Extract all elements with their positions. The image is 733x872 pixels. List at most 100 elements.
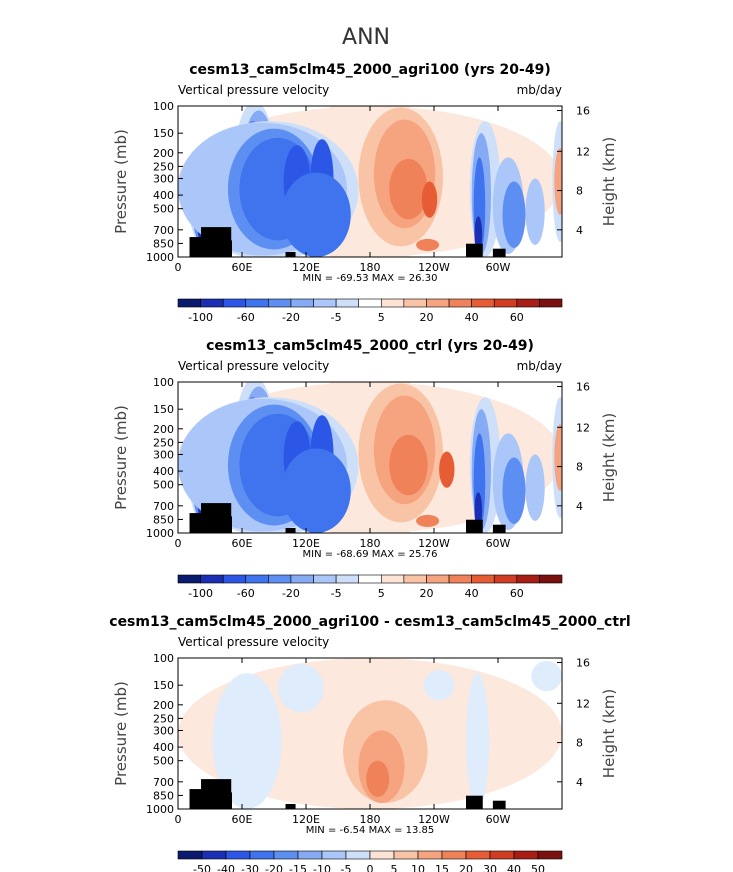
- colorbar: -100 -60 -20 -5 5 20 40 60: [177, 298, 563, 324]
- colorbar-label: 20: [419, 587, 433, 600]
- contour-region: [281, 448, 351, 533]
- y2-tick-label: 8: [576, 185, 583, 198]
- contour-region: [502, 181, 526, 248]
- colorbar-swatch: [335, 298, 360, 308]
- colorbar-swatch: [539, 574, 563, 584]
- y2-tick-label: 12: [576, 697, 590, 710]
- colorbar-swatch: [426, 298, 450, 308]
- y-tick-label: 100: [153, 652, 174, 665]
- colorbar-swatch: [516, 574, 540, 584]
- x-tick-label: 120W: [418, 813, 450, 826]
- contour-region: [502, 457, 526, 524]
- contour-region: [525, 178, 545, 245]
- variable-label: Vertical pressure velocity: [178, 359, 329, 373]
- colorbar-swatch: [471, 298, 495, 308]
- terrain-mask: [492, 524, 506, 533]
- contour-region: [277, 664, 324, 713]
- colorbar-label: 15: [435, 863, 449, 872]
- y2-axis-title: Height (km): [600, 137, 618, 226]
- colorbar-label: -60: [237, 587, 255, 600]
- x-tick-label: 60E: [232, 813, 253, 826]
- y-tick-label: 1000: [146, 527, 174, 540]
- colorbar-swatch: [177, 574, 201, 584]
- contour-region: [474, 216, 483, 253]
- colorbar-label: 40: [465, 311, 479, 324]
- colorbar-label: 40: [465, 587, 479, 600]
- terrain-mask: [212, 792, 232, 809]
- x-tick-label: 0: [175, 537, 182, 550]
- colorbar-swatch: [393, 850, 419, 860]
- colorbar-label: -10: [313, 863, 331, 872]
- y-tick-label: 500: [153, 203, 174, 216]
- figure-suptitle: ANN: [342, 25, 390, 50]
- colorbar-label: -5: [331, 311, 342, 324]
- y-tick-label: 100: [153, 100, 174, 113]
- colorbar: -100 -60 -20 -5 5 20 40 60: [177, 574, 563, 600]
- colorbar-label: -20: [282, 587, 300, 600]
- min-max-label: MIN = -6.54 MAX = 13.85: [306, 825, 435, 836]
- colorbar-label: -20: [282, 311, 300, 324]
- y2-tick-label: 12: [576, 421, 590, 434]
- terrain-mask: [466, 243, 483, 257]
- contour-region: [466, 673, 490, 809]
- x-axis: 0 60E 120E 180 120W 60W: [175, 382, 511, 550]
- colorbar-swatch: [345, 850, 371, 860]
- colorbar-swatch: [426, 574, 450, 584]
- y2-tick-label: 16: [576, 381, 590, 394]
- y-axis-right: 16 12 8 4 Height (km): [557, 657, 618, 789]
- colorbar-label: 20: [459, 863, 473, 872]
- colorbar-swatch: [225, 850, 251, 860]
- y-tick-label: 300: [153, 724, 174, 737]
- units-label: mb/day: [517, 359, 562, 373]
- colorbar-swatch: [417, 850, 443, 860]
- contour-region: [421, 181, 438, 218]
- x-tick-label: 120E: [292, 813, 320, 826]
- x-axis: 0 60E 120E 180 120W 60W: [175, 658, 511, 826]
- y-tick-label: 400: [153, 189, 174, 202]
- x-tick-label: 120E: [292, 261, 320, 274]
- colorbar: -50 -40 -30 -20 -15 -10 -5 0 5 10 15 20 30 40 50: [177, 850, 563, 872]
- contour-region: [474, 492, 483, 529]
- x-tick-label: 60W: [486, 813, 511, 826]
- contour-region: [525, 454, 545, 521]
- y-axis-title: Pressure (mb): [112, 681, 130, 786]
- y-tick-label: 1000: [146, 251, 174, 264]
- contour-region: [366, 760, 390, 797]
- colorbar-swatch: [313, 574, 337, 584]
- y-tick-label: 150: [153, 127, 174, 140]
- contour-region: [439, 451, 455, 488]
- y-tick-label: 250: [153, 160, 174, 173]
- contour-region: [531, 661, 562, 692]
- colorbar-swatch: [471, 574, 495, 584]
- colorbar-swatch: [321, 850, 347, 860]
- colorbar-label: 20: [419, 311, 433, 324]
- colorbar-swatch: [201, 850, 227, 860]
- colorbar-swatch: [537, 850, 563, 860]
- contour-region: [416, 514, 440, 527]
- y-tick-label: 500: [153, 479, 174, 492]
- x-tick-label: 180: [360, 537, 381, 550]
- y-tick-label: 700: [153, 500, 174, 513]
- contour-field: [178, 658, 562, 809]
- colorbar-label: 5: [391, 863, 398, 872]
- terrain-mask: [212, 516, 232, 533]
- colorbar-swatch: [222, 574, 247, 584]
- colorbar-swatch: [290, 298, 314, 308]
- y-tick-label: 100: [153, 376, 174, 389]
- colorbar-label: 5: [378, 587, 385, 600]
- x-tick-label: 60W: [486, 537, 511, 550]
- colorbar-label: 10: [411, 863, 425, 872]
- colorbar-label: 50: [531, 863, 545, 872]
- contour-region: [389, 158, 428, 220]
- terrain-mask: [492, 800, 506, 809]
- colorbar-swatch: [313, 298, 337, 308]
- colorbar-swatch: [273, 850, 299, 860]
- colorbar-swatch: [358, 298, 382, 308]
- colorbar-swatch: [516, 298, 540, 308]
- colorbar-swatch: [177, 850, 203, 860]
- panel-title: cesm13_cam5clm45_2000_agri100 - cesm13_c…: [109, 614, 630, 630]
- min-max-label: MIN = -69.53 MAX = 26.30: [303, 273, 438, 284]
- colorbar-label: 40: [507, 863, 521, 872]
- y2-axis-title: Height (km): [600, 689, 618, 778]
